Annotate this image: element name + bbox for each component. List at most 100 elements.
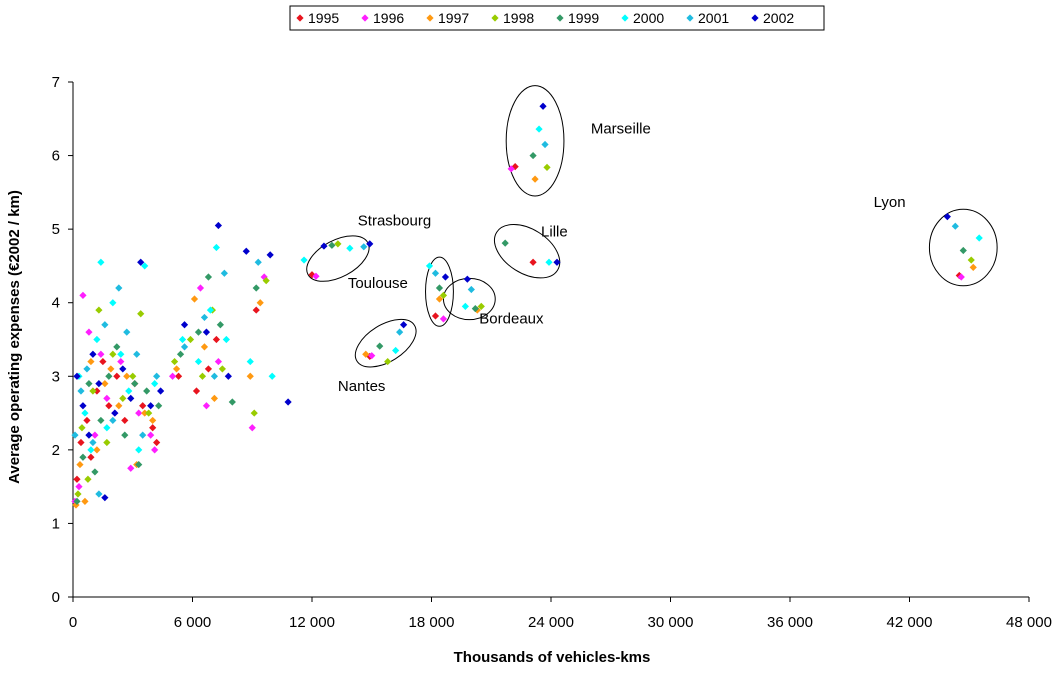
- x-ticks: 0 6 000 12 000 18 000 24 000 30 000 36 000 42 0…: [69, 597, 1052, 631]
- data-point: [194, 328, 203, 336]
- legend-marker: [361, 14, 369, 22]
- data-point: [117, 350, 125, 358]
- data-point: [89, 438, 97, 447]
- data-point: [73, 372, 81, 380]
- y-tick-label: 6: [52, 148, 60, 165]
- series-2002: [73, 102, 951, 502]
- series-2000: [75, 125, 983, 454]
- data-point: [196, 284, 205, 292]
- data-point: [109, 416, 117, 425]
- data-point: [170, 357, 179, 366]
- data-point: [400, 321, 408, 329]
- data-point: [145, 409, 153, 417]
- data-point: [87, 446, 95, 454]
- data-point: [254, 258, 262, 266]
- data-point: [198, 372, 207, 380]
- data-point: [135, 409, 143, 417]
- legend-marker: [751, 14, 759, 22]
- data-point: [266, 251, 274, 259]
- cluster-ring-toulouse: [425, 256, 454, 327]
- series-1998: [74, 163, 975, 498]
- data-point: [190, 295, 199, 303]
- data-point: [312, 272, 320, 280]
- data-point: [93, 446, 101, 454]
- data-point: [441, 273, 450, 281]
- data-point: [501, 239, 509, 247]
- city-label-strasbourg: Strasbourg: [358, 212, 431, 229]
- data-point: [137, 310, 145, 318]
- x-tick-label: 30 000: [648, 614, 694, 631]
- data-point: [79, 291, 87, 299]
- data-point: [202, 328, 211, 336]
- cluster-ring-marseille: [505, 85, 565, 197]
- y-tick-label: 3: [52, 368, 60, 385]
- data-point: [85, 431, 93, 439]
- data-point: [139, 431, 147, 439]
- x-tick-label: 0: [69, 614, 77, 631]
- legend-label: 2001: [698, 10, 729, 26]
- data-point: [95, 380, 103, 388]
- data-point: [268, 372, 276, 380]
- data-point: [121, 416, 129, 425]
- data-point: [87, 357, 95, 366]
- legend-item-2001: 2001: [686, 10, 729, 26]
- cluster-ring-lyon: [928, 208, 998, 287]
- data-point: [149, 424, 157, 432]
- data-point: [83, 416, 91, 425]
- data-point: [529, 151, 537, 160]
- data-point: [131, 380, 139, 388]
- legend-label: 1998: [503, 10, 534, 26]
- data-point: [76, 460, 84, 469]
- data-point: [119, 365, 127, 373]
- data-point: [376, 342, 384, 350]
- data-point: [431, 269, 440, 277]
- data-point: [220, 269, 228, 277]
- data-point: [109, 299, 117, 307]
- data-points: [71, 102, 983, 509]
- y-tick-label: 7: [52, 74, 60, 91]
- city-label-nantes: Nantes: [338, 378, 386, 395]
- y-ticks: 0 1 2 3 4 5 6 7: [52, 74, 73, 606]
- data-point: [105, 402, 113, 410]
- city-label-toulouse: Toulouse: [348, 275, 408, 292]
- legend-label: 1999: [568, 10, 599, 26]
- series-2001: [71, 140, 959, 498]
- data-point: [97, 258, 105, 266]
- data-point: [467, 285, 475, 294]
- data-point: [346, 244, 354, 252]
- data-point: [125, 387, 133, 395]
- data-point: [84, 475, 92, 483]
- data-point: [439, 315, 448, 323]
- city-label-lyon: Lyon: [874, 194, 906, 211]
- legend-item-1998: 1998: [491, 10, 534, 26]
- data-point: [77, 438, 85, 447]
- city-label-bordeaux: Bordeaux: [479, 310, 544, 327]
- legend-label: 1997: [438, 10, 469, 26]
- x-tick-label: 48 000: [1006, 614, 1052, 631]
- data-point: [176, 350, 185, 358]
- data-point: [210, 394, 219, 402]
- data-point: [529, 258, 537, 266]
- data-point: [91, 431, 99, 439]
- data-point: [384, 357, 392, 366]
- legend-item-1996: 1996: [361, 10, 404, 26]
- data-point: [214, 221, 222, 230]
- data-point: [93, 335, 101, 344]
- data-point: [957, 273, 965, 281]
- data-point: [174, 372, 183, 380]
- legend-item-2000: 2000: [621, 10, 664, 26]
- x-tick-label: 24 000: [528, 614, 574, 631]
- data-point: [396, 328, 404, 336]
- y-tick-label: 5: [52, 221, 60, 238]
- data-point: [91, 468, 99, 476]
- legend-item-1999: 1999: [556, 10, 599, 26]
- data-point: [951, 222, 959, 230]
- data-point: [250, 409, 258, 417]
- data-point: [477, 302, 485, 310]
- data-point: [153, 372, 161, 380]
- data-point: [531, 175, 539, 183]
- data-point: [115, 284, 123, 292]
- data-point: [101, 494, 109, 502]
- data-point: [541, 140, 549, 149]
